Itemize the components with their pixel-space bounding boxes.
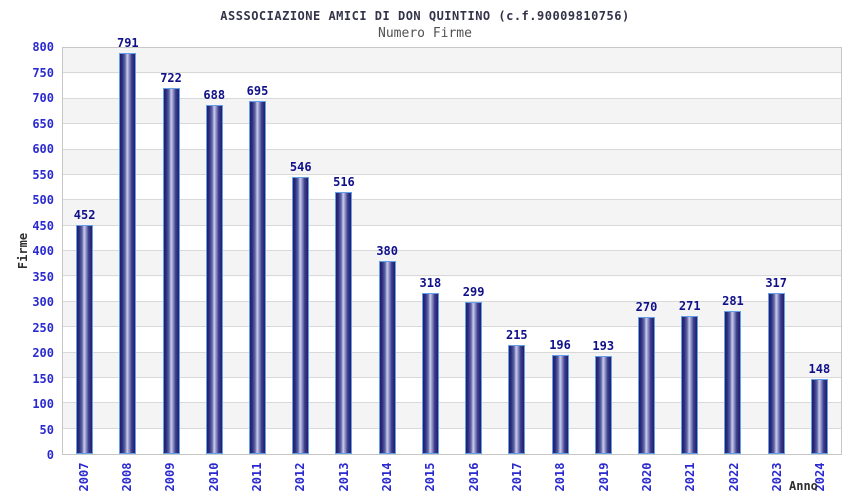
grid-line xyxy=(63,402,841,404)
bar-value-label: 148 xyxy=(808,361,831,376)
x-tick-label: 2016 xyxy=(466,462,481,492)
bar xyxy=(681,316,699,454)
bar-value-label: 215 xyxy=(505,327,528,342)
y-tick-label: 400 xyxy=(32,244,54,258)
x-tick-label: 2009 xyxy=(163,462,178,492)
x-tick-label: 2021 xyxy=(683,462,698,492)
y-tick-label: 100 xyxy=(32,397,54,411)
y-tick-label: 50 xyxy=(39,422,54,437)
y-tick-label: 500 xyxy=(32,193,54,207)
bar-value-label: 299 xyxy=(462,285,485,300)
grid-line xyxy=(63,326,841,328)
bar xyxy=(162,87,180,454)
bar xyxy=(205,104,223,454)
y-tick-label: 150 xyxy=(32,371,54,386)
grid-line xyxy=(63,148,841,150)
grid-line xyxy=(63,250,841,251)
x-tick-label: 2010 xyxy=(206,462,221,492)
grid-line xyxy=(63,72,841,74)
bar xyxy=(551,354,569,454)
bar xyxy=(249,101,266,454)
bar-value-label: 281 xyxy=(722,294,744,309)
plot-area: 452 791 722 688 695 546 516 380 318 299 215 196 193 2… xyxy=(62,36,842,455)
y-tick-label: 600 xyxy=(32,142,54,156)
x-tick-label: 2019 xyxy=(596,462,611,492)
bar xyxy=(119,52,137,454)
bar xyxy=(335,192,353,454)
chart-subtitle: Numero Firme xyxy=(378,26,472,41)
y-tick-label: 800 xyxy=(32,40,54,54)
grid-line xyxy=(63,199,841,201)
x-tick-label: 2023 xyxy=(769,462,784,492)
y-tick-label: 250 xyxy=(32,320,54,335)
y-tick-label: 350 xyxy=(32,269,54,284)
bar xyxy=(508,344,526,454)
bar-value-label: 452 xyxy=(73,207,96,222)
bar-value-label: 317 xyxy=(765,276,787,291)
x-tick-label: 2008 xyxy=(119,462,134,492)
bar xyxy=(292,176,310,454)
y-tick-label: 450 xyxy=(32,218,54,233)
x-axis-title: Anno xyxy=(789,479,818,493)
bar xyxy=(421,292,439,454)
grid-line xyxy=(63,427,841,429)
y-tick-label: 200 xyxy=(32,346,54,360)
bar-value-label: 193 xyxy=(592,339,615,354)
x-tick-label: 2014 xyxy=(380,462,394,492)
x-tick-label: 2017 xyxy=(509,462,524,492)
grid-line xyxy=(63,173,841,175)
x-tick-label: 2020 xyxy=(640,462,654,492)
y-axis-labels: 0 50 100 150 200 250 300 350 400 450 500 550 600 650 7… xyxy=(0,40,54,462)
grid-line xyxy=(63,275,841,277)
x-tick-label: 2022 xyxy=(726,462,741,492)
x-axis-labels: 2007 2008 2009 2010 2011 2012 2013 2014 2015 2016… xyxy=(62,455,842,500)
bar-value-label: 688 xyxy=(203,87,226,102)
bar xyxy=(724,311,742,454)
grid-line xyxy=(63,351,841,353)
x-tick-label: 2013 xyxy=(336,462,351,492)
y-tick-label: 300 xyxy=(32,295,54,309)
bar xyxy=(638,316,655,454)
bar xyxy=(594,356,612,454)
x-tick-label: 2007 xyxy=(76,462,91,492)
x-tick-label: 2015 xyxy=(423,462,438,492)
bar-value-label: 722 xyxy=(160,70,182,85)
grid-line xyxy=(63,300,841,302)
y-tick-label: 700 xyxy=(32,91,54,105)
y-axis-title: Firme xyxy=(16,232,30,270)
bar-value-label: 318 xyxy=(419,275,442,290)
y-tick-label: 550 xyxy=(32,167,54,182)
bar-value-label: 270 xyxy=(635,299,658,314)
bar-value-label: 516 xyxy=(333,175,355,190)
y-tick-label: 650 xyxy=(32,116,54,131)
bar xyxy=(465,302,483,454)
bar-value-label: 546 xyxy=(289,159,312,174)
grid-line xyxy=(63,376,841,378)
x-tick-label: 2011 xyxy=(250,462,264,492)
y-tick-label: 750 xyxy=(32,65,54,80)
bar xyxy=(76,224,94,454)
grid-line xyxy=(63,97,841,99)
bar-value-label: 791 xyxy=(116,35,139,50)
chart-title: ASSSOCIAZIONE AMICI DI DON QUINTINO (c.f… xyxy=(220,9,630,23)
bar-value-label: 380 xyxy=(376,244,398,259)
x-tick-label: 2012 xyxy=(293,462,308,492)
bar xyxy=(378,261,396,454)
bar-value-label: 271 xyxy=(678,299,701,314)
bar-value-label: 695 xyxy=(246,84,269,99)
x-tick-label: 2018 xyxy=(553,462,568,492)
bar xyxy=(767,293,785,454)
bar-value-label: 196 xyxy=(549,337,571,352)
y-tick-label: 0 xyxy=(46,448,54,462)
bar xyxy=(810,378,828,454)
grid-line xyxy=(63,224,841,226)
grid-line xyxy=(63,123,841,125)
